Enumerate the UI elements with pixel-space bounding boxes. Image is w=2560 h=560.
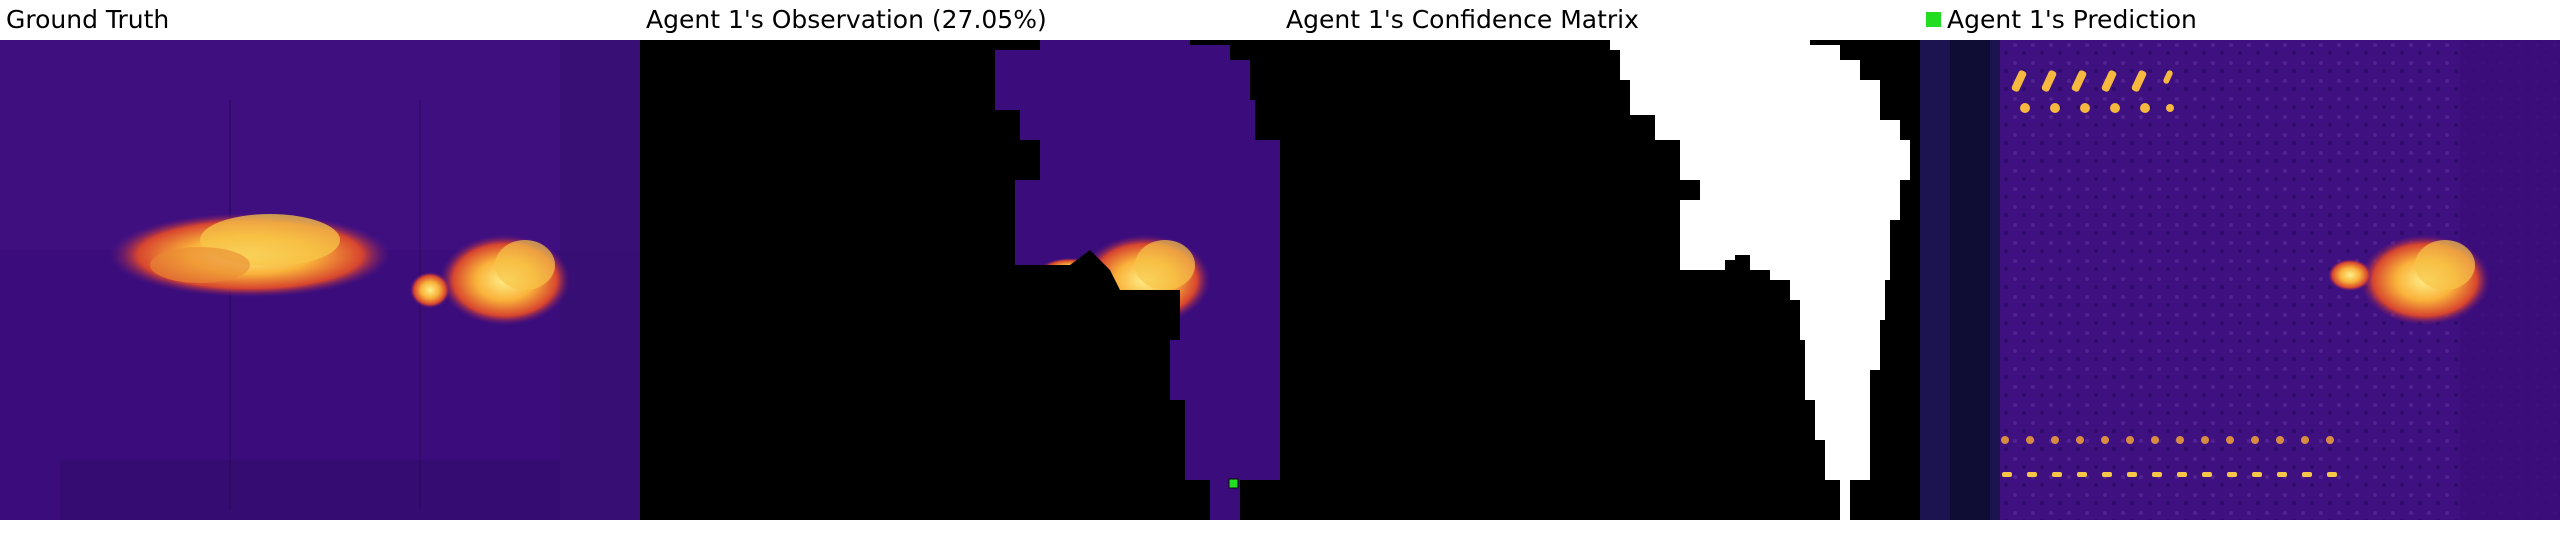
legend-marker-icon [1926,12,1941,27]
observation-panel: Agent 1's Observation (27.05%) [640,0,1280,560]
prediction-heatmap [1920,40,2560,520]
observation-map [640,40,1280,520]
confidence-title: Agent 1's Confidence Matrix [1286,5,1639,34]
confidence-matrix [1280,40,1920,520]
ground-truth-panel: Ground Truth [0,0,640,560]
confidence-panel: Agent 1's Confidence Matrix [1280,0,1920,560]
agent-marker [1228,478,1239,489]
prediction-title: Agent 1's Prediction [1926,2,2197,38]
prediction-title-text: Agent 1's Prediction [1947,5,2197,34]
ground-truth-heatmap [0,40,640,520]
observation-title: Agent 1's Observation (27.05%) [646,5,1047,34]
ground-truth-title: Ground Truth [6,5,170,34]
prediction-panel: Agent 1's Prediction [1920,0,2560,560]
